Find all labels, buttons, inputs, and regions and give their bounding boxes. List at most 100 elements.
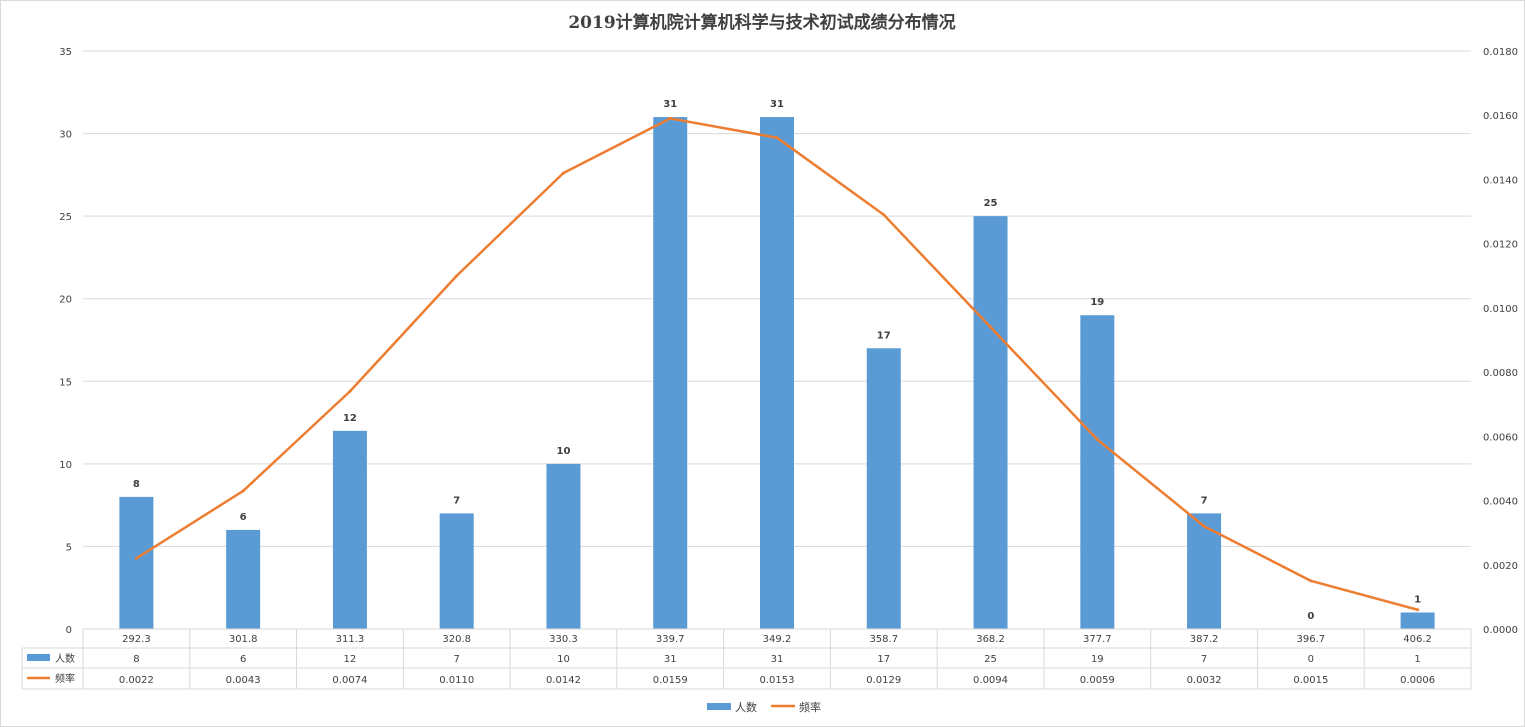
table-cell-frequency: 0.0032 xyxy=(1187,675,1222,686)
bar-data-label: 12 xyxy=(343,413,357,424)
bar-data-label: 31 xyxy=(770,99,784,110)
line-point xyxy=(1416,608,1420,612)
line-point xyxy=(455,274,459,278)
y2-tick-label: 0.0120 xyxy=(1483,240,1518,251)
table-cell-frequency: 0.0059 xyxy=(1080,675,1115,686)
table-cell-frequency: 0.0142 xyxy=(546,675,581,686)
bar xyxy=(332,430,367,629)
y2-tick-label: 0.0020 xyxy=(1483,561,1518,572)
bar-data-label: 1 xyxy=(1414,594,1421,605)
table-cell-count: 10 xyxy=(557,654,570,665)
bar-data-label: 25 xyxy=(984,198,998,209)
bar xyxy=(1187,513,1222,629)
table-row-header-frequency: 频率 xyxy=(55,672,75,685)
category-label: 406.2 xyxy=(1403,634,1432,645)
category-label: 349.2 xyxy=(763,634,792,645)
bar-data-label: 10 xyxy=(557,446,571,457)
table-cell-frequency: 0.0129 xyxy=(866,675,901,686)
y-tick-label: 15 xyxy=(59,377,72,388)
bar-data-label: 7 xyxy=(453,495,460,506)
line-point xyxy=(134,556,138,560)
line-point xyxy=(668,116,672,120)
bar-data-label: 7 xyxy=(1201,495,1208,506)
table-cell-frequency: 0.0006 xyxy=(1400,675,1435,686)
category-label: 330.3 xyxy=(549,634,578,645)
line-point xyxy=(1202,524,1206,528)
bar xyxy=(1400,612,1435,629)
table-cell-count: 7 xyxy=(1201,654,1207,665)
category-label: 396.7 xyxy=(1297,634,1326,645)
category-label: 292.3 xyxy=(122,634,151,645)
y2-tick-label: 0.0180 xyxy=(1483,47,1518,58)
table-cell-count: 0 xyxy=(1308,654,1314,665)
bar-data-label: 0 xyxy=(1307,611,1314,622)
table-cell-count: 31 xyxy=(771,654,784,665)
category-label: 311.3 xyxy=(336,634,365,645)
bar xyxy=(653,117,688,630)
table-cell-count: 19 xyxy=(1091,654,1104,665)
table-cell-count: 8 xyxy=(133,654,139,665)
legend-label-frequency: 频率 xyxy=(799,700,821,714)
line-point xyxy=(989,325,993,329)
table-cell-count: 1 xyxy=(1414,654,1420,665)
table-cell-frequency: 0.0043 xyxy=(226,675,261,686)
y2-tick-label: 0.0160 xyxy=(1483,111,1518,122)
table-cell-frequency: 0.0015 xyxy=(1293,675,1328,686)
y-tick-label: 20 xyxy=(59,295,72,306)
table-cell-count: 25 xyxy=(984,654,997,665)
category-label: 301.8 xyxy=(229,634,258,645)
line-point xyxy=(1309,579,1313,583)
y2-tick-label: 0.0040 xyxy=(1483,497,1518,508)
table-cell-frequency: 0.0074 xyxy=(332,675,367,686)
legend-swatch-count xyxy=(707,703,731,710)
category-label: 377.7 xyxy=(1083,634,1112,645)
category-label: 320.8 xyxy=(442,634,471,645)
bar xyxy=(973,216,1008,629)
category-label: 368.2 xyxy=(976,634,1005,645)
category-label: 339.7 xyxy=(656,634,685,645)
category-label: 358.7 xyxy=(869,634,898,645)
bar-data-label: 6 xyxy=(240,512,247,523)
chart-title: 2019计算机院计算机科学与技术初试成绩分布情况 xyxy=(568,12,955,33)
bar-data-label: 17 xyxy=(877,330,891,341)
category-label: 387.2 xyxy=(1190,634,1219,645)
bar xyxy=(546,463,581,629)
bar xyxy=(439,513,474,629)
bar xyxy=(760,117,794,630)
table-cell-count: 17 xyxy=(877,654,890,665)
table-key-bar xyxy=(27,654,50,661)
y-tick-label: 0 xyxy=(66,625,72,636)
table-cell-frequency: 0.0022 xyxy=(119,675,154,686)
line-point xyxy=(348,389,352,393)
line-point xyxy=(775,136,779,140)
bar xyxy=(1080,315,1115,629)
y-tick-label: 35 xyxy=(59,47,72,58)
bar-data-label: 8 xyxy=(133,479,140,490)
table-cell-count: 6 xyxy=(240,654,246,665)
y-tick-label: 25 xyxy=(59,212,72,223)
line-point xyxy=(561,171,565,175)
table-row-header-count: 人数 xyxy=(55,652,75,665)
table-cell-frequency: 0.0159 xyxy=(653,675,688,686)
bar-data-label: 19 xyxy=(1090,297,1104,308)
legend-label-count: 人数 xyxy=(735,701,757,714)
y2-tick-label: 0.0000 xyxy=(1483,625,1518,636)
y2-tick-label: 0.0060 xyxy=(1483,432,1518,443)
y-tick-label: 30 xyxy=(59,130,72,141)
line-point xyxy=(1095,438,1099,442)
y2-tick-label: 0.0100 xyxy=(1483,304,1518,315)
y-tick-label: 5 xyxy=(66,542,72,553)
table-cell-frequency: 0.0094 xyxy=(973,675,1008,686)
bar-data-label: 31 xyxy=(663,99,677,110)
table-cell-frequency: 0.0153 xyxy=(760,675,795,686)
bar xyxy=(119,496,154,629)
line-point xyxy=(882,213,886,217)
y2-tick-label: 0.0140 xyxy=(1483,175,1518,186)
y-tick-label: 10 xyxy=(59,460,72,471)
line-point xyxy=(241,489,245,493)
bar xyxy=(866,348,901,629)
table-cell-count: 12 xyxy=(344,654,357,665)
table-cell-count: 31 xyxy=(664,654,677,665)
table-cell-count: 7 xyxy=(454,654,460,665)
